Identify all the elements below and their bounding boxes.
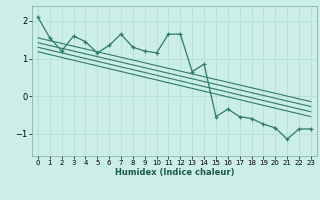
X-axis label: Humidex (Indice chaleur): Humidex (Indice chaleur): [115, 168, 234, 177]
